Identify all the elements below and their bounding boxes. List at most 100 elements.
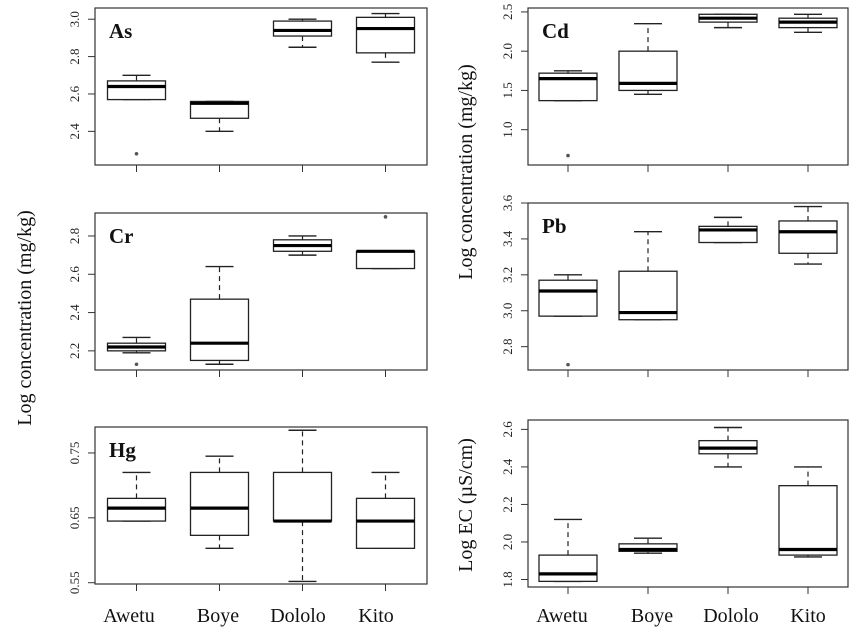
y-tick-label: 3.2 <box>500 267 515 283</box>
box-boye <box>189 100 250 133</box>
panel-title: Hg <box>109 438 136 462</box>
x-category-label: Dololo <box>270 605 326 627</box>
chart-panel: 1.8 2.0 2.2 2.4 2.6 <box>500 419 849 594</box>
iqr-box <box>272 471 333 522</box>
y-axis-title-right-top: Log concentration (mg/kg) <box>455 64 477 280</box>
y-tick-label: 2.6 <box>67 266 82 283</box>
box-dololo <box>272 235 333 256</box>
plot-frame <box>94 212 428 371</box>
y-tick-label: 3.0 <box>67 11 82 27</box>
box-awetu <box>538 274 598 367</box>
box-awetu <box>106 336 167 367</box>
iqr-box <box>778 220 838 254</box>
y-tick-label: 3.0 <box>500 303 515 319</box>
plot-frame <box>527 202 849 371</box>
plot-frame <box>94 7 428 166</box>
y-tick-label: 3.6 <box>500 194 515 211</box>
box-kito <box>778 13 838 34</box>
box-dololo <box>272 18 333 48</box>
panel-title: As <box>109 19 132 43</box>
iqr-box <box>189 298 250 362</box>
outlier-point <box>134 151 139 156</box>
box-boye <box>189 455 250 550</box>
y-tick-label: 2.4 <box>67 304 82 321</box>
y-tick-label: 0.55 <box>67 571 82 594</box>
box-dololo <box>698 216 758 244</box>
iqr-box <box>272 20 333 37</box>
y-tick-label: 2.0 <box>500 43 515 59</box>
box-kito <box>778 205 838 265</box>
panel-title: Pb <box>542 214 567 238</box>
box-awetu <box>538 70 598 158</box>
x-category-labels-right: Awetu Boye Dololo Kito <box>536 605 826 627</box>
y-tick-label: 2.4 <box>500 458 515 475</box>
y-tick-label: 2.8 <box>500 339 515 355</box>
outlier-point <box>566 362 570 367</box>
box-dololo <box>698 426 758 468</box>
iqr-box <box>538 279 598 317</box>
box-boye <box>189 265 250 365</box>
iqr-box <box>106 497 167 522</box>
chart-panel: 0.55 0.65 0.75 Hg <box>67 426 428 594</box>
plot-frame <box>527 7 849 166</box>
box-kito <box>355 215 416 270</box>
y-tick-label: 2.8 <box>67 48 82 64</box>
iqr-box <box>355 16 416 54</box>
y-tick-label: 2.2 <box>500 496 515 512</box>
x-category-label: Kito <box>790 605 826 627</box>
x-category-label: Boye <box>197 605 239 627</box>
x-category-label: Awetu <box>103 605 154 627</box>
box-kito <box>355 471 416 550</box>
y-tick-label: 2.8 <box>67 228 82 244</box>
panel-title: Cr <box>109 224 134 248</box>
iqr-box <box>189 471 250 536</box>
y-axis-title-right-bottom: Log EC (µS/cm) <box>455 438 477 572</box>
y-tick-label: 0.65 <box>67 506 82 529</box>
box-dololo <box>272 429 333 583</box>
iqr-box <box>538 554 598 583</box>
box-kito <box>778 466 838 558</box>
x-category-label: Boye <box>631 605 673 627</box>
y-tick-label: 2.2 <box>67 343 82 359</box>
iqr-box <box>189 100 250 119</box>
chart-panel: 1.0 1.5 2.0 2.5 Cd <box>500 4 849 172</box>
y-tick-label: 1.5 <box>500 82 515 98</box>
box-awetu <box>106 74 167 156</box>
box-boye <box>618 537 678 554</box>
iqr-box <box>618 543 678 552</box>
chart-panel: 2.8 3.0 3.2 3.4 3.6 Pb <box>500 194 849 377</box>
box-dololo <box>698 13 758 29</box>
y-tick-label: 3.4 <box>500 230 515 247</box>
y-tick-label: 2.4 <box>67 123 82 140</box>
y-axis-title-left: Log concentration (mg/kg) <box>14 210 36 426</box>
box-awetu <box>106 471 167 522</box>
y-tick-label: 2.5 <box>500 4 515 20</box>
panel-title: Cd <box>542 19 569 43</box>
y-tick-label: 1.0 <box>500 122 515 138</box>
iqr-box <box>355 497 416 549</box>
y-tick-label: 2.0 <box>500 534 515 550</box>
box-kito <box>355 12 416 63</box>
plot-frame <box>94 426 428 585</box>
outlier-point <box>383 215 388 219</box>
chart-panel: 2.2 2.4 2.6 2.8 Cr <box>67 212 428 377</box>
iqr-box <box>106 80 167 101</box>
plot-frame <box>527 419 849 588</box>
box-awetu <box>538 518 598 583</box>
y-tick-label: 0.75 <box>67 442 82 465</box>
y-tick-label: 2.6 <box>67 85 82 102</box>
x-category-label: Kito <box>358 605 394 627</box>
x-category-label: Awetu <box>536 605 587 627</box>
iqr-box <box>778 485 838 556</box>
y-tick-label: 1.8 <box>500 571 515 587</box>
box-boye <box>618 231 678 321</box>
outlier-point <box>566 153 570 158</box>
y-tick-label: 2.6 <box>500 421 515 438</box>
x-category-labels-left: Awetu Boye Dololo Kito <box>103 605 394 627</box>
chart-panel: 2.4 2.6 2.8 3.0 As <box>67 7 428 172</box>
iqr-box <box>355 250 416 270</box>
box-boye <box>618 23 678 96</box>
outlier-point <box>134 362 139 367</box>
x-category-label: Dololo <box>703 605 759 627</box>
